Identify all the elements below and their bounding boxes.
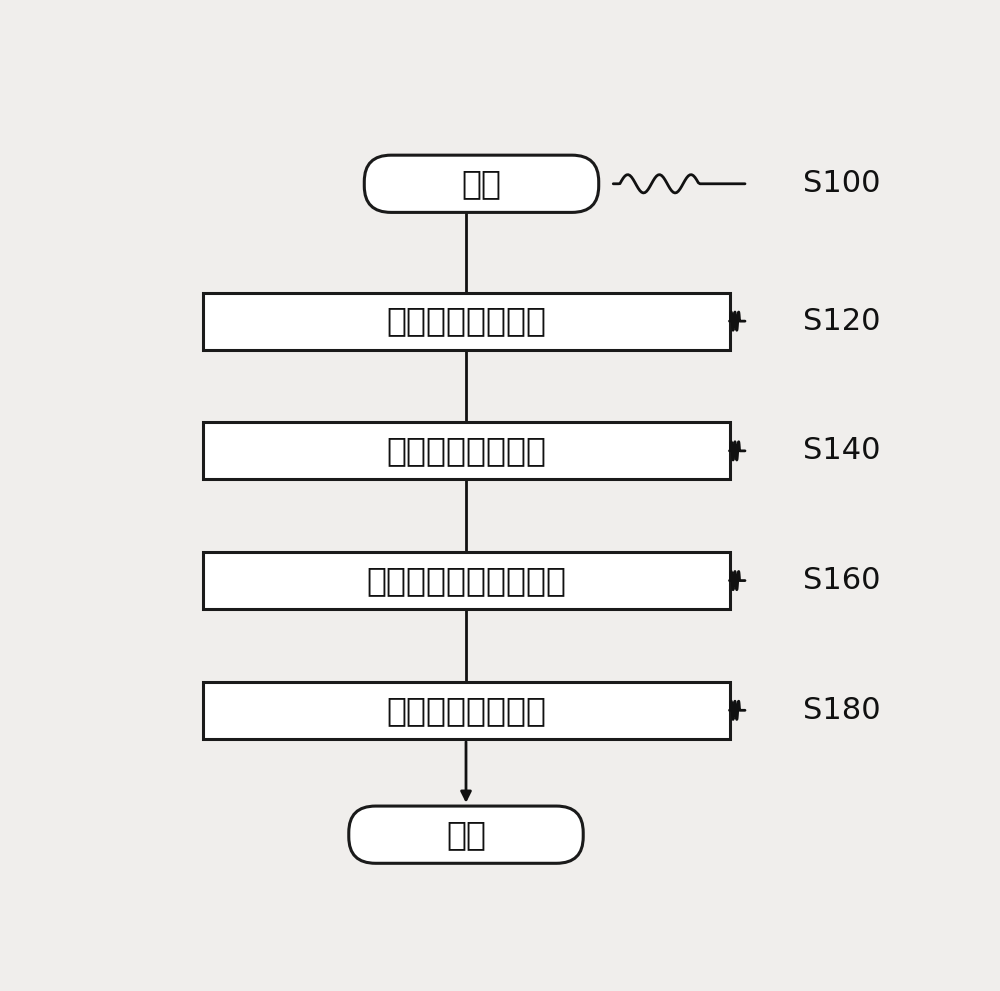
Text: S180: S180 — [803, 696, 881, 724]
Text: S140: S140 — [803, 436, 881, 466]
Bar — [202, 682, 730, 739]
Text: 执行正常驱动控制: 执行正常驱动控制 — [386, 694, 546, 726]
Text: S100: S100 — [803, 169, 881, 198]
Text: 执行初始异常诊断: 执行初始异常诊断 — [386, 304, 546, 338]
Text: S160: S160 — [803, 566, 881, 595]
Text: S120: S120 — [803, 306, 881, 336]
Bar — [202, 552, 730, 609]
Text: 开始: 开始 — [462, 167, 502, 200]
Text: 执行标准位置学习控制: 执行标准位置学习控制 — [366, 564, 566, 597]
Bar — [202, 422, 730, 480]
Text: 执行初始驱动控制: 执行初始驱动控制 — [386, 434, 546, 468]
FancyBboxPatch shape — [364, 156, 599, 212]
Bar — [202, 292, 730, 350]
FancyBboxPatch shape — [349, 806, 583, 863]
Text: 返回: 返回 — [446, 819, 486, 851]
